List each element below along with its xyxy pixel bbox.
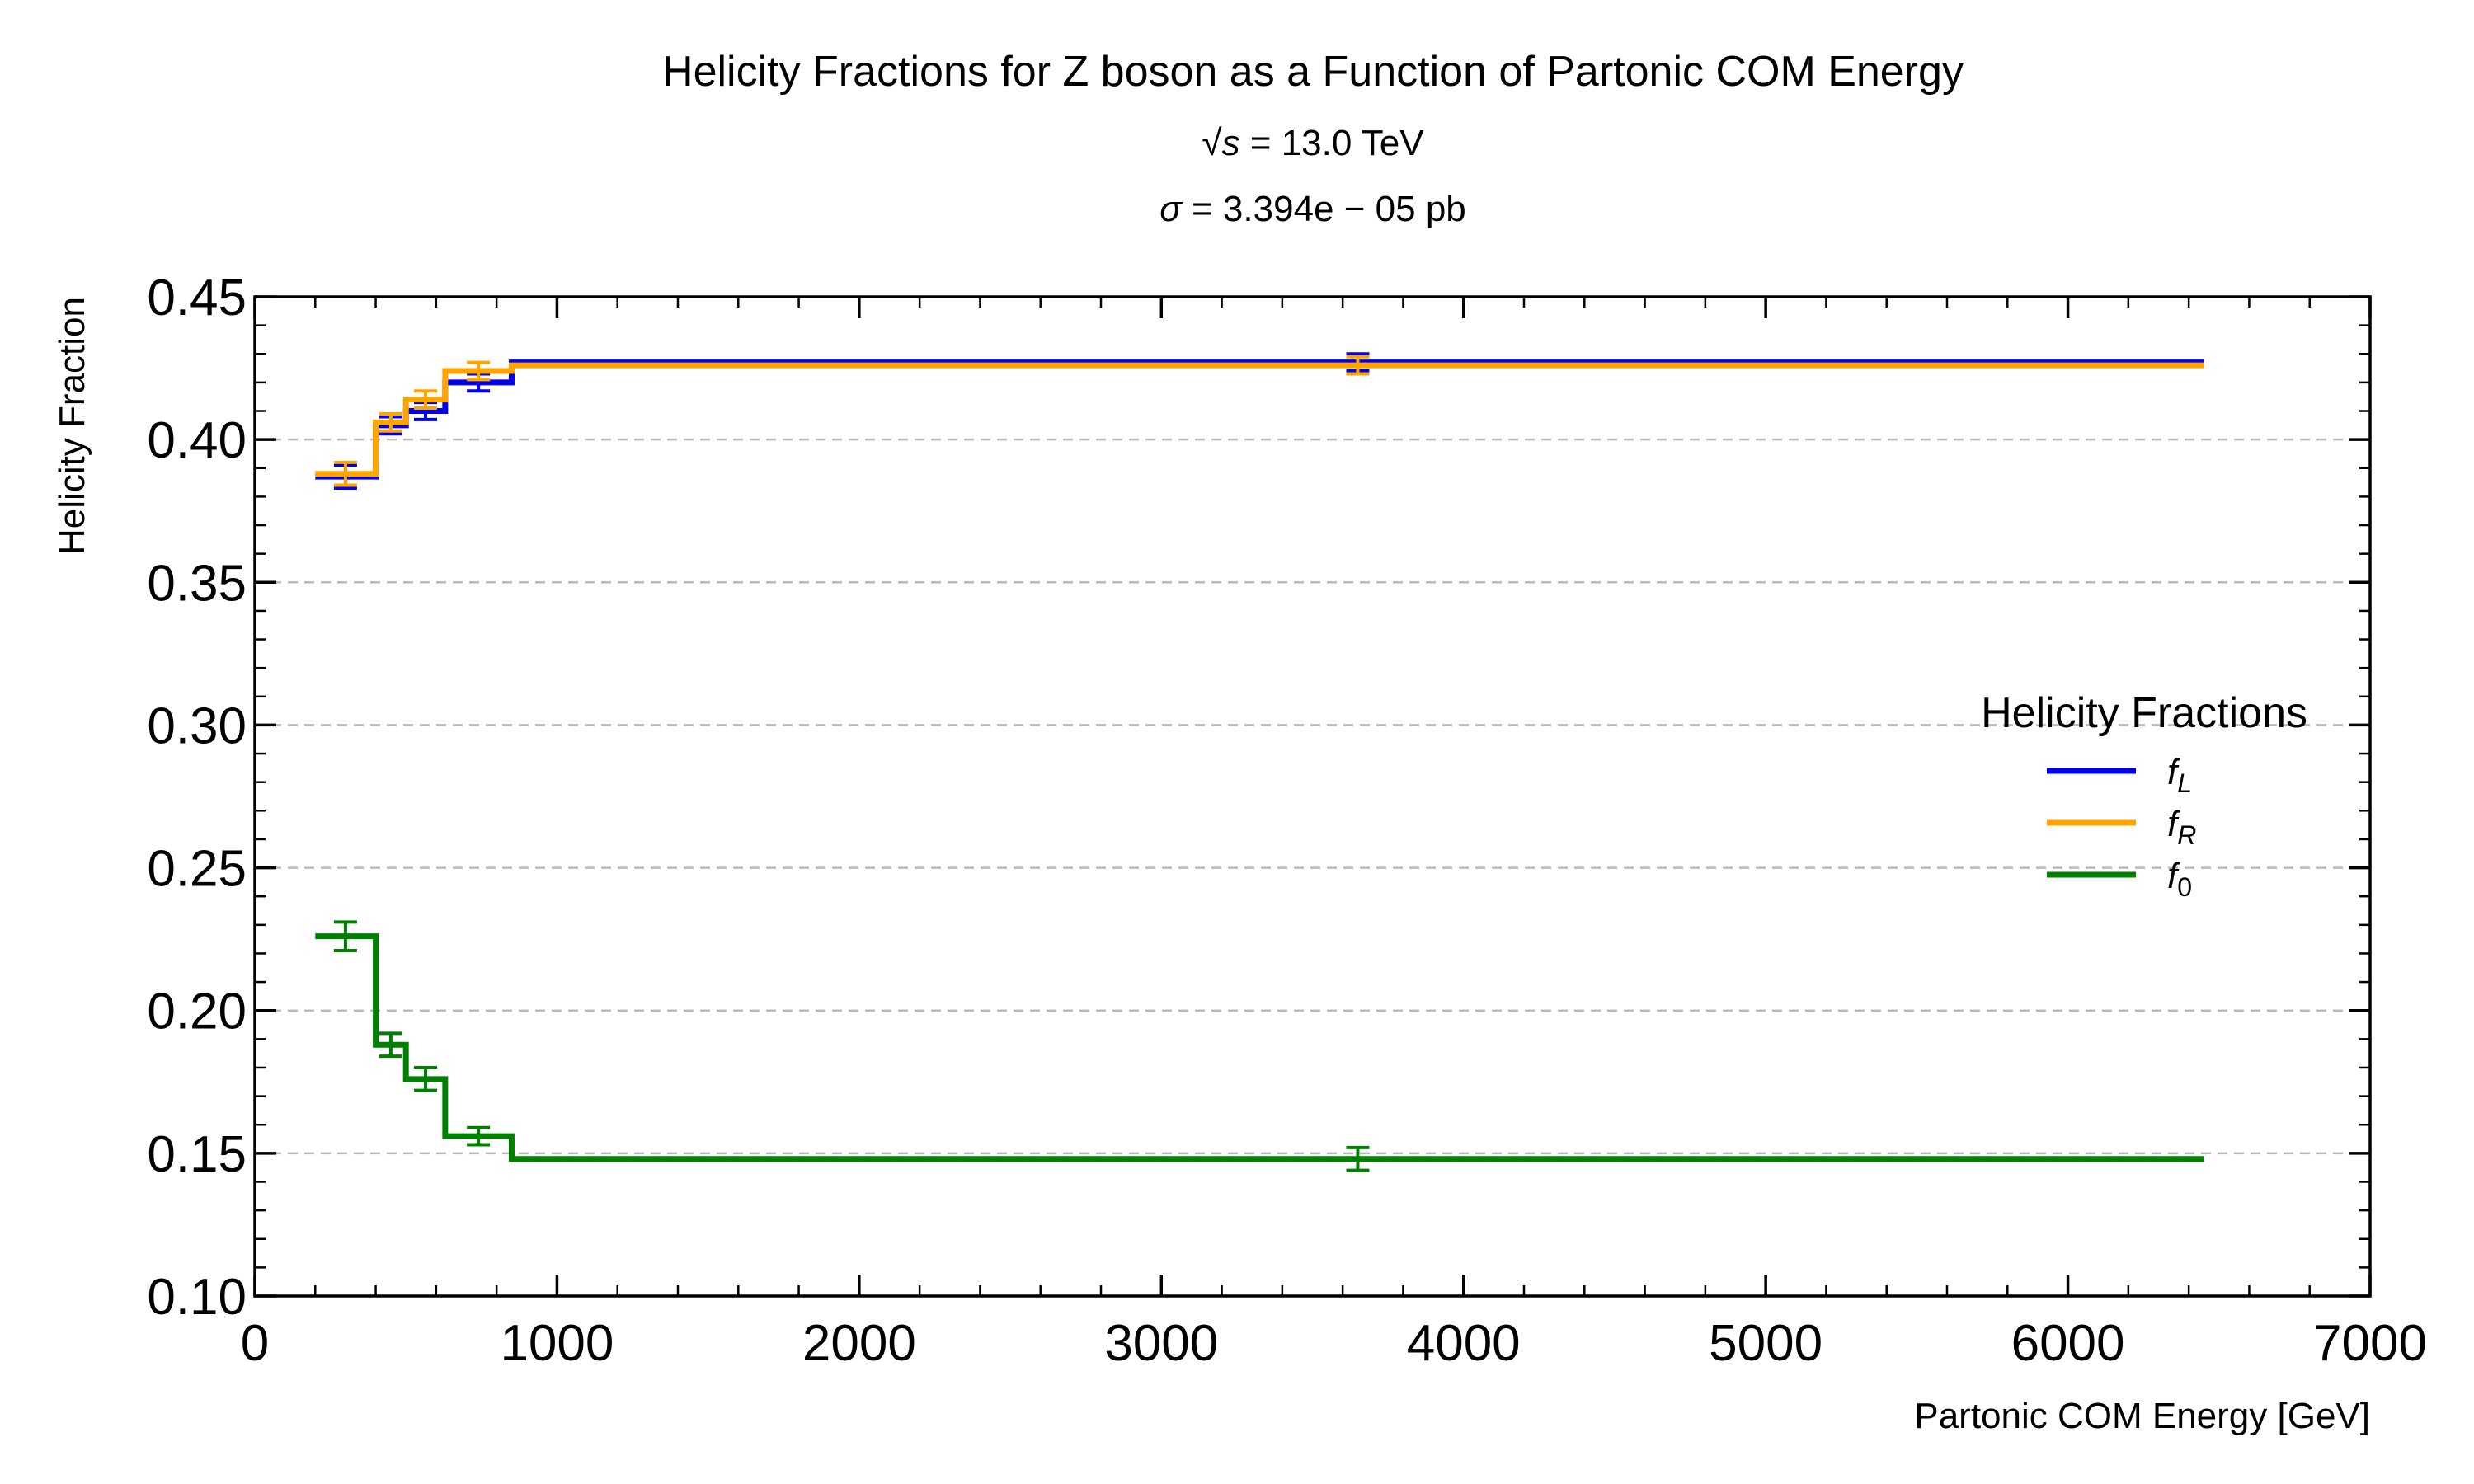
y-tick-labels: 0.10 0.15 0.20 0.25 0.30 0.35 0.40 0.45 — [147, 270, 247, 1326]
x-tick-label: 0 — [241, 1315, 269, 1372]
grid-lines — [255, 438, 2370, 1155]
chart-subtitle-cross-section: σ = 3.394e − 05 pb — [1159, 189, 1466, 229]
error-bar-0 — [467, 1125, 491, 1147]
y-tick-label: 0.10 — [147, 1269, 247, 1326]
chart-subtitle-energy: √s = 13.0 TeV — [1202, 123, 1424, 163]
subtitle-energy-root: √ — [1202, 123, 1222, 163]
y-tick-label: 0.30 — [147, 697, 247, 754]
error-bar-R — [414, 389, 438, 411]
chart-title: Helicity Fractions for Z boson as a Func… — [662, 48, 1964, 96]
error-bar-0 — [1346, 1145, 1370, 1172]
y-tick-label: 0.15 — [147, 1126, 247, 1183]
x-tick-label: 1000 — [500, 1315, 614, 1372]
error-bar-R — [333, 460, 357, 487]
subtitle-energy-var: s — [1222, 123, 1240, 163]
error-bar-R — [467, 360, 491, 382]
error-bar-R — [1346, 355, 1370, 376]
subtitle-energy-value: = 13.0 TeV — [1240, 123, 1425, 163]
error-bar-0 — [333, 920, 357, 952]
subtitle-xsec-value: = 3.394e − 05 pb — [1182, 189, 1466, 229]
x-tick-label: 5000 — [1709, 1315, 1823, 1372]
y-tick-label: 0.45 — [147, 270, 247, 326]
error-bar-0 — [414, 1065, 438, 1092]
x-tick-label: 2000 — [802, 1315, 916, 1372]
legend-title: Helicity Fractions — [1981, 689, 2307, 737]
x-axis-label: Partonic COM Energy [GeV] — [1914, 1396, 2370, 1436]
x-tick-labels: 0 1000 2000 3000 4000 5000 6000 7000 — [241, 1315, 2427, 1372]
y-axis-label: Helicity Fraction — [52, 297, 92, 555]
x-tick-label: 4000 — [1407, 1315, 1521, 1372]
y-tick-label: 0.25 — [147, 841, 247, 898]
x-tick-label: 3000 — [1104, 1315, 1218, 1372]
subtitle-xsec-var: σ — [1159, 189, 1183, 229]
error-bar-0 — [379, 1031, 402, 1059]
y-tick-label: 0.20 — [147, 984, 247, 1040]
plot-frame — [253, 295, 2372, 1298]
x-tick-label: 6000 — [2011, 1315, 2125, 1372]
error-bar-R — [379, 411, 402, 433]
x-tick-label: 7000 — [2313, 1315, 2427, 1372]
y-tick-label: 0.35 — [147, 555, 247, 612]
y-tick-label: 0.40 — [147, 412, 247, 469]
series-layer — [315, 352, 2204, 1172]
